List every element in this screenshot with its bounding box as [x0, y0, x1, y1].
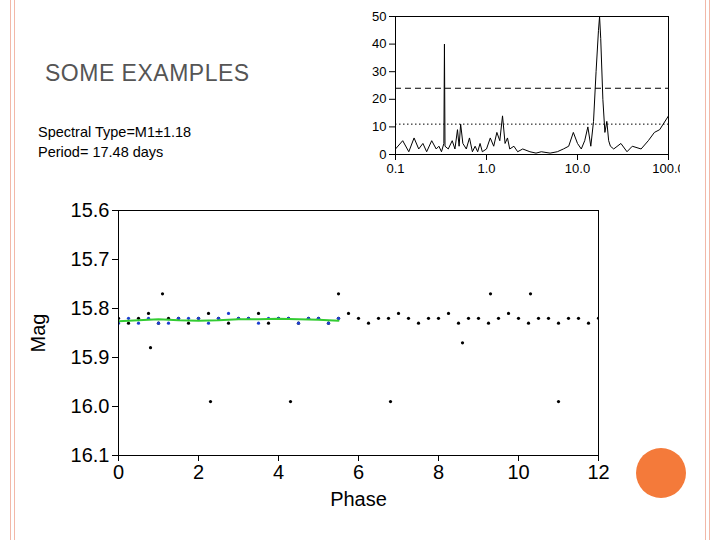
svg-text:Mag: Mag: [27, 314, 49, 353]
html-text:Period= 17.48 days: Period= 17.48 days: [38, 144, 164, 160]
svg-text:15.6: 15.6: [71, 199, 110, 221]
svg-text:0.1: 0.1: [386, 161, 404, 176]
svg-text:40: 40: [372, 36, 386, 51]
svg-text:100.0: 100.0: [652, 161, 680, 176]
svg-text:10: 10: [372, 119, 386, 134]
svg-text:15.7: 15.7: [71, 248, 110, 270]
svg-text:2: 2: [193, 461, 204, 483]
svg-text:1.0: 1.0: [477, 161, 495, 176]
svg-text:16.0: 16.0: [71, 395, 110, 417]
svg-text:16.1: 16.1: [71, 444, 110, 466]
svg-text:6: 6: [353, 461, 364, 483]
svg-text:0: 0: [113, 461, 124, 483]
svg-text:12: 12: [587, 461, 609, 483]
svg-text:4: 4: [273, 461, 284, 483]
html-text:Spectral Type=M1±1.18: Spectral Type=M1±1.18: [38, 124, 192, 140]
svg-text:10.0: 10.0: [565, 161, 590, 176]
svg-text:30: 30: [372, 64, 386, 79]
svg-text:15.8: 15.8: [71, 297, 110, 319]
svg-text:8: 8: [433, 461, 444, 483]
svg-text:20: 20: [372, 91, 386, 106]
svg-text:15.9: 15.9: [71, 346, 110, 368]
svg-text:Phase: Phase: [330, 488, 387, 510]
html-text:SOME EXAMPLES: SOME EXAMPLES: [45, 60, 250, 86]
svg-text:10: 10: [507, 461, 529, 483]
svg-text:50: 50: [372, 9, 386, 24]
svg-text:0: 0: [379, 147, 386, 162]
